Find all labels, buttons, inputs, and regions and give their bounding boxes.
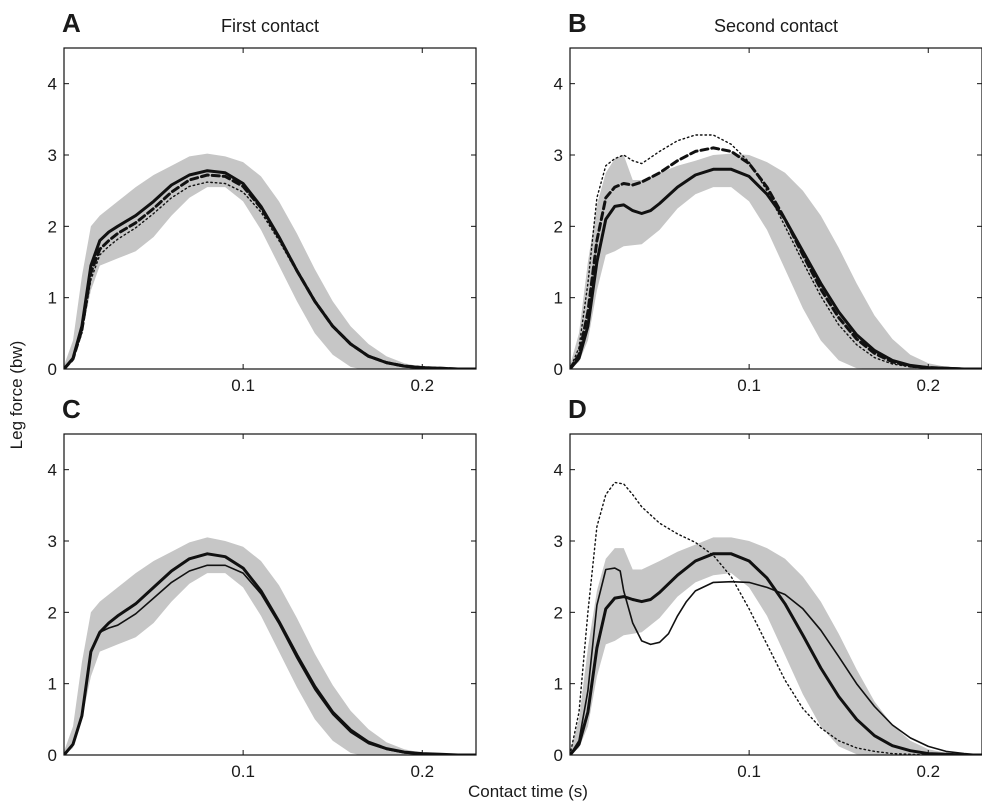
axes-frame-c [63,433,477,756]
y-tick-label: 3 [48,532,57,551]
x-axis-label: Contact time (s) [468,782,588,801]
sd-band-b [570,153,982,369]
panel-b: 0 1 2 3 4 0.1 0.2 B Second contact [554,8,982,395]
plot-area-a [64,153,476,369]
panel-letter-c: C [62,394,81,424]
x-tick-label: 0.1 [231,762,255,781]
sd-band-d [570,537,982,755]
y-tick-label: 2 [554,217,563,236]
series-line-b-2 [570,146,982,369]
sd-band-a [64,153,476,369]
panel-d: 0 1 2 3 4 0.1 0.2 D [554,394,982,781]
axes-frame-d [569,433,982,756]
panel-title-a: First contact [221,16,319,36]
y-tick-label: 0 [48,360,57,379]
x-tick-label: 0.2 [916,376,940,395]
x-tick-label: 0.1 [737,762,761,781]
y-tick-label: 4 [48,75,57,94]
panel-c: 0 1 2 3 4 0.1 0.2 C [48,394,477,781]
y-tick-label: 1 [48,675,57,694]
y-tick-label: 1 [554,289,563,308]
panel-letter-a: A [62,8,81,38]
plot-area-b [570,134,982,369]
panel-letter-b: B [568,8,587,38]
axes-frame-b [569,47,982,370]
y-tick-label: 3 [554,146,563,165]
plot-area-c [64,537,476,755]
series-line-d-2 [570,567,982,755]
panel-title-b: Second contact [714,16,838,36]
y-tick-label: 1 [48,289,57,308]
x-tick-label: 0.2 [916,762,940,781]
y-axis-label: Leg force (bw) [7,341,26,450]
series-line-d-1 [570,552,982,755]
plot-area-d [570,481,982,755]
axes-frame-a [63,47,477,370]
y-tick-label: 1 [554,675,563,694]
panels-group: 0 1 2 3 4 0.1 0.2 A First contact 0 1 2 3 4 0.1 0.2 B Sec… [48,8,982,781]
series-line-d-3 [570,481,982,755]
y-tick-label: 0 [554,746,563,765]
y-tick-label: 4 [48,461,57,480]
panel-letter-d: D [568,394,587,424]
x-tick-label: 0.2 [410,376,434,395]
y-tick-label: 2 [48,603,57,622]
series-line-c-2 [64,564,476,755]
x-tick-label: 0.2 [410,762,434,781]
series-line-a-3 [64,181,476,369]
y-tick-label: 3 [48,146,57,165]
y-tick-label: 0 [48,746,57,765]
y-tick-label: 4 [554,461,563,480]
panel-a: 0 1 2 3 4 0.1 0.2 A First contact [48,8,477,395]
y-tick-label: 2 [48,217,57,236]
y-tick-label: 2 [554,603,563,622]
series-line-b-3 [570,134,982,369]
x-tick-label: 0.1 [231,376,255,395]
y-tick-label: 3 [554,532,563,551]
y-tick-label: 4 [554,75,563,94]
x-tick-label: 0.1 [737,376,761,395]
sd-band-c [64,537,476,755]
y-tick-label: 0 [554,360,563,379]
